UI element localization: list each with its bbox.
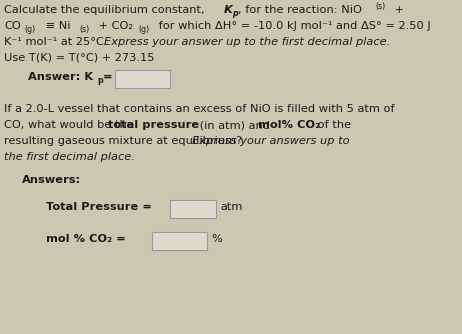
Text: + CO₂: + CO₂ xyxy=(95,21,133,31)
Text: If a 2.0-L vessel that contains an excess of NiO is filled with 5 atm of: If a 2.0-L vessel that contains an exces… xyxy=(4,104,395,114)
Text: Use T(K) = T(°C) + 273.15: Use T(K) = T(°C) + 273.15 xyxy=(4,53,154,63)
Text: Answer: K: Answer: K xyxy=(28,72,93,82)
Text: (in atm) and: (in atm) and xyxy=(196,120,274,130)
Text: %: % xyxy=(211,234,222,244)
Text: p: p xyxy=(232,9,238,18)
Text: (s): (s) xyxy=(375,2,385,11)
Text: of the: of the xyxy=(314,120,351,130)
Text: Express your answers up to: Express your answers up to xyxy=(192,136,350,146)
Text: ≡ Ni: ≡ Ni xyxy=(42,21,71,31)
Text: p: p xyxy=(97,76,103,85)
Text: , for the reaction: NiO: , for the reaction: NiO xyxy=(238,5,362,15)
Text: CO, what would be the: CO, what would be the xyxy=(4,120,137,130)
Text: total pressure: total pressure xyxy=(108,120,199,130)
Text: K⁻¹ mol⁻¹ at 25°C.: K⁻¹ mol⁻¹ at 25°C. xyxy=(4,37,111,47)
Text: Total Pressure =: Total Pressure = xyxy=(46,202,152,212)
FancyBboxPatch shape xyxy=(115,70,170,88)
Text: the first decimal place.: the first decimal place. xyxy=(4,152,135,162)
Text: Answers:: Answers: xyxy=(22,175,81,185)
Text: Express your answer up to the first decimal place.: Express your answer up to the first deci… xyxy=(104,37,390,47)
FancyBboxPatch shape xyxy=(152,232,207,250)
Text: mol % CO₂ =: mol % CO₂ = xyxy=(46,234,126,244)
Text: Calculate the equilibrium constant,: Calculate the equilibrium constant, xyxy=(4,5,208,15)
Text: CO: CO xyxy=(4,21,21,31)
Text: resulting gaseous mixture at equilibrium?: resulting gaseous mixture at equilibrium… xyxy=(4,136,246,146)
Text: atm: atm xyxy=(220,202,243,212)
Text: K: K xyxy=(224,5,233,15)
Text: (s): (s) xyxy=(79,25,89,34)
FancyBboxPatch shape xyxy=(170,200,216,218)
Text: =: = xyxy=(103,72,113,82)
Text: mol% CO₂: mol% CO₂ xyxy=(258,120,320,130)
Text: +: + xyxy=(391,5,404,15)
Text: (g): (g) xyxy=(138,25,149,34)
Text: for which ΔH° = -10.0 kJ mol⁻¹ and ΔS° = 2.50 J: for which ΔH° = -10.0 kJ mol⁻¹ and ΔS° =… xyxy=(155,21,431,31)
Text: (g): (g) xyxy=(24,25,35,34)
